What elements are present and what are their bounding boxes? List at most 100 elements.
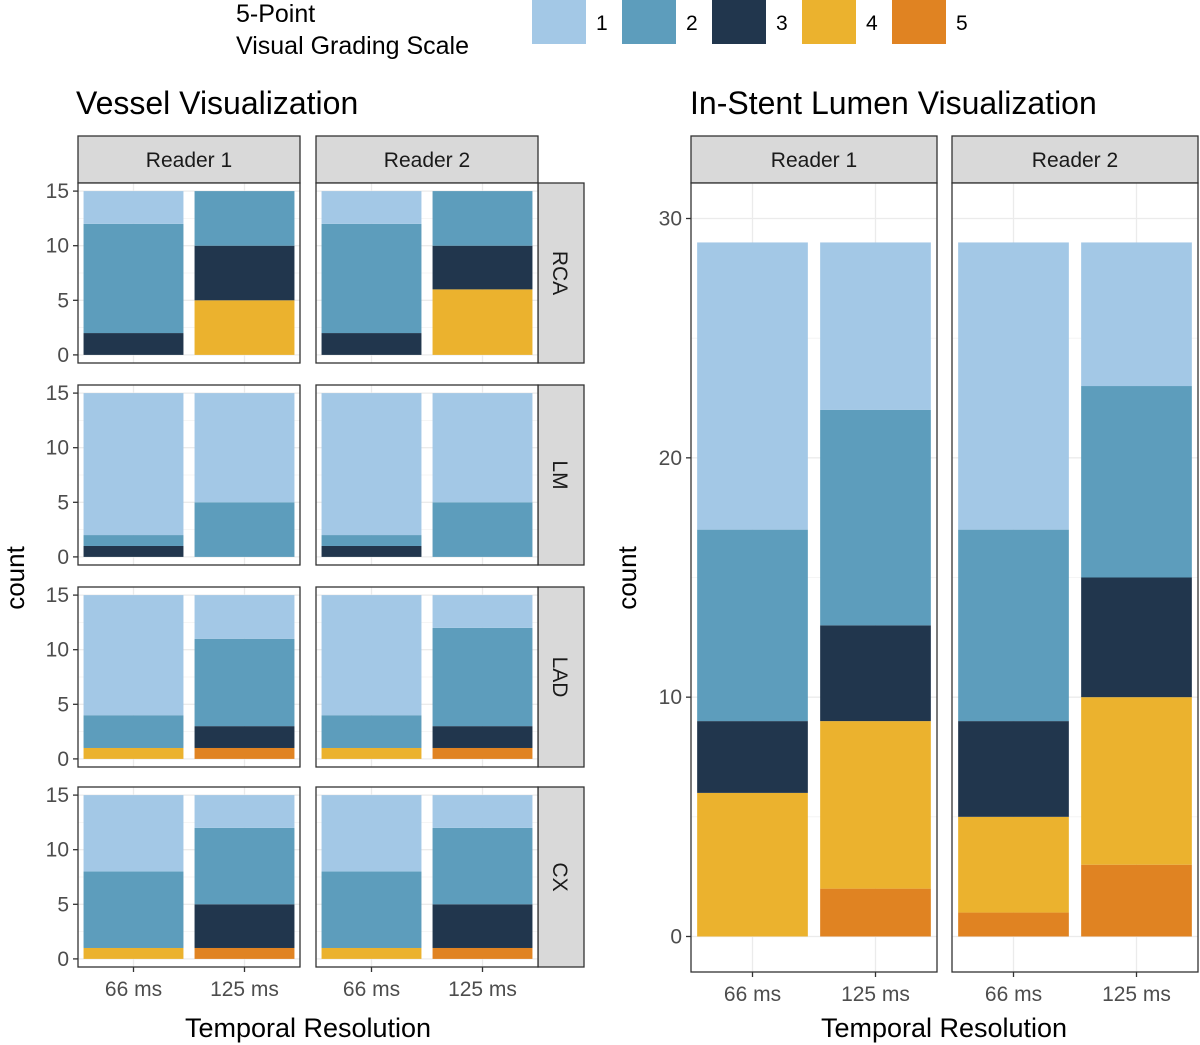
vessel-bar-66ms-grade-4 bbox=[83, 747, 184, 759]
instent-panel-reader-2: 66 ms 125 ms bbox=[951, 182, 1199, 1006]
instent-bar-66ms-grade-2 bbox=[697, 529, 808, 722]
vessel-y-tick-label: 0 bbox=[57, 546, 69, 569]
instent-bar-125ms-grade-4 bbox=[820, 721, 931, 889]
instent-bar-66ms-grade-3 bbox=[958, 721, 1069, 817]
vessel-strip-label: Reader 1 bbox=[146, 149, 232, 172]
vessel-panel-rca-reader-2 bbox=[315, 182, 539, 364]
vessel-panel-cx-reader-1: 0 5 10 15 66 ms 125 ms bbox=[46, 784, 301, 1001]
vessel-y-tick-label: 0 bbox=[57, 948, 69, 971]
instent-x-axis-title: Temporal Resolution bbox=[821, 1013, 1067, 1043]
vessel-bar-66ms-grade-1 bbox=[321, 393, 422, 536]
legend-label-5: 5 bbox=[956, 12, 968, 35]
vessel-bar-66ms-grade-2 bbox=[83, 871, 184, 948]
vessel-x-tick-label: 125 ms bbox=[448, 978, 517, 1001]
instent-strip-label: Reader 1 bbox=[771, 149, 857, 172]
legend-label-1: 1 bbox=[596, 12, 608, 35]
vessel-panel-border bbox=[77, 786, 301, 968]
vessel-panel-border bbox=[315, 384, 539, 566]
vessel-bar-66ms-grade-1 bbox=[83, 191, 184, 224]
vessel-bar-66ms-grade-3 bbox=[321, 333, 422, 355]
vessel-bar-125ms-grade-3 bbox=[194, 904, 295, 948]
instent-y-tick-label: 30 bbox=[659, 208, 682, 231]
vessel-bar-66ms-grade-1 bbox=[83, 393, 184, 536]
vessel-bar-125ms-grade-3 bbox=[194, 245, 295, 301]
vessel-x-tick-label: 125 ms bbox=[210, 978, 279, 1001]
vessel-bar-66ms-grade-1 bbox=[83, 795, 184, 872]
vessel-y-tick-label: 10 bbox=[46, 437, 69, 460]
vessel-bar-125ms-grade-4 bbox=[194, 300, 295, 355]
vessel-bar-66ms-grade-2 bbox=[321, 871, 422, 948]
instent-bar-125ms-grade-3 bbox=[820, 625, 931, 722]
vessel-panel-cx-reader-2: 66 ms 125 ms bbox=[315, 786, 539, 1001]
instent-chart-title: In-Stent Lumen Visualization bbox=[690, 85, 1097, 121]
instent-y-tick-label: 0 bbox=[670, 925, 682, 948]
vessel-bar-125ms-grade-2 bbox=[194, 827, 295, 905]
vessel-bar-66ms-grade-2 bbox=[321, 535, 422, 546]
instent-x-tick-label: 66 ms bbox=[724, 983, 781, 1006]
legend-label-3: 3 bbox=[776, 12, 788, 35]
vessel-y-tick-label: 10 bbox=[46, 839, 69, 862]
vessel-bar-125ms-grade-2 bbox=[432, 502, 533, 557]
vessel-x-tick-label: 66 ms bbox=[343, 978, 400, 1001]
instent-bar-125ms-grade-3 bbox=[1081, 577, 1192, 698]
vessel-y-tick-label: 15 bbox=[46, 180, 69, 203]
vessel-strip-label: RCA bbox=[548, 251, 571, 295]
instent-y-tick-label: 10 bbox=[659, 686, 682, 709]
vessel-y-tick-label: 5 bbox=[57, 289, 69, 312]
vessel-bar-125ms-grade-4 bbox=[432, 289, 533, 355]
instent-bar-66ms-grade-1 bbox=[697, 242, 808, 530]
instent-y-axis-title: count bbox=[612, 545, 642, 609]
vessel-y-axis-title: count bbox=[0, 545, 30, 609]
legend-label-4: 4 bbox=[866, 12, 878, 35]
vessel-panel-border bbox=[315, 586, 539, 768]
vessel-y-tick-label: 5 bbox=[57, 491, 69, 514]
vessel-bar-66ms-grade-2 bbox=[321, 223, 422, 334]
vessel-strip-label: Reader 2 bbox=[384, 149, 470, 172]
vessel-panel-border bbox=[315, 182, 539, 364]
vessel-bar-125ms-grade-5 bbox=[194, 747, 295, 759]
vessel-bar-125ms-grade-1 bbox=[194, 795, 295, 828]
vessel-y-tick-label: 15 bbox=[46, 382, 69, 405]
instent-panel-reader-1: 0 10 20 30 66 ms 125 ms bbox=[659, 182, 938, 1006]
instent-panel-border bbox=[951, 182, 1199, 973]
vessel-bar-125ms-grade-5 bbox=[432, 947, 533, 959]
vessel-bar-66ms-grade-2 bbox=[83, 223, 184, 334]
vessel-y-tick-label: 0 bbox=[57, 748, 69, 771]
vessel-bar-66ms-grade-1 bbox=[321, 795, 422, 872]
vessel-panel-lad-reader-1: 0 5 10 15 bbox=[46, 584, 301, 771]
instent-x-tick-label: 66 ms bbox=[985, 983, 1042, 1006]
vessel-panel-rca-reader-1: 0 5 10 15 bbox=[46, 180, 301, 367]
instent-x-tick-label: 125 ms bbox=[841, 983, 910, 1006]
instent-x-tick-label: 125 ms bbox=[1102, 983, 1171, 1006]
vessel-bar-66ms-grade-2 bbox=[83, 535, 184, 546]
vessel-bar-66ms-grade-3 bbox=[321, 545, 422, 557]
instent-chart: Reader 1 Reader 2 0 10 20 30 66 ms 125 ms 66 ms 1… bbox=[659, 135, 1199, 1006]
vessel-bar-66ms-grade-4 bbox=[321, 947, 422, 959]
vessel-bar-66ms-grade-1 bbox=[321, 191, 422, 224]
instent-bar-66ms-grade-4 bbox=[697, 792, 808, 937]
vessel-bar-125ms-grade-3 bbox=[432, 245, 533, 290]
vessel-bar-125ms-grade-5 bbox=[432, 747, 533, 759]
vessel-strip-label: LAD bbox=[548, 657, 571, 698]
vessel-panel-lm-reader-2 bbox=[315, 384, 539, 566]
vessel-panel-lm-reader-1: 0 5 10 15 bbox=[46, 382, 301, 569]
vessel-panel-lad-reader-2 bbox=[315, 586, 539, 768]
instent-strip-label: Reader 2 bbox=[1032, 149, 1118, 172]
vessel-bar-66ms-grade-2 bbox=[83, 715, 184, 748]
vessel-y-tick-label: 5 bbox=[57, 693, 69, 716]
vessel-bar-125ms-grade-2 bbox=[432, 627, 533, 727]
instent-bar-125ms-grade-1 bbox=[1081, 242, 1192, 387]
vessel-bar-125ms-grade-3 bbox=[194, 726, 295, 748]
vessel-y-tick-label: 10 bbox=[46, 235, 69, 258]
vessel-chart: Reader 1 Reader 2 RCA LM LAD CX 0 5 10 15 0 5 10 15 0 5… bbox=[46, 135, 585, 1001]
instent-bar-66ms-grade-3 bbox=[697, 721, 808, 793]
instent-strip-reader-1 bbox=[690, 135, 938, 184]
instent-bar-125ms-grade-5 bbox=[820, 888, 931, 937]
vessel-x-axis-title: Temporal Resolution bbox=[185, 1013, 431, 1043]
legend-swatch-1 bbox=[532, 0, 586, 44]
vessel-y-tick-label: 15 bbox=[46, 584, 69, 607]
vessel-bar-66ms-grade-4 bbox=[83, 947, 184, 959]
vessel-y-tick-label: 0 bbox=[57, 344, 69, 367]
vessel-x-tick-label: 66 ms bbox=[105, 978, 162, 1001]
